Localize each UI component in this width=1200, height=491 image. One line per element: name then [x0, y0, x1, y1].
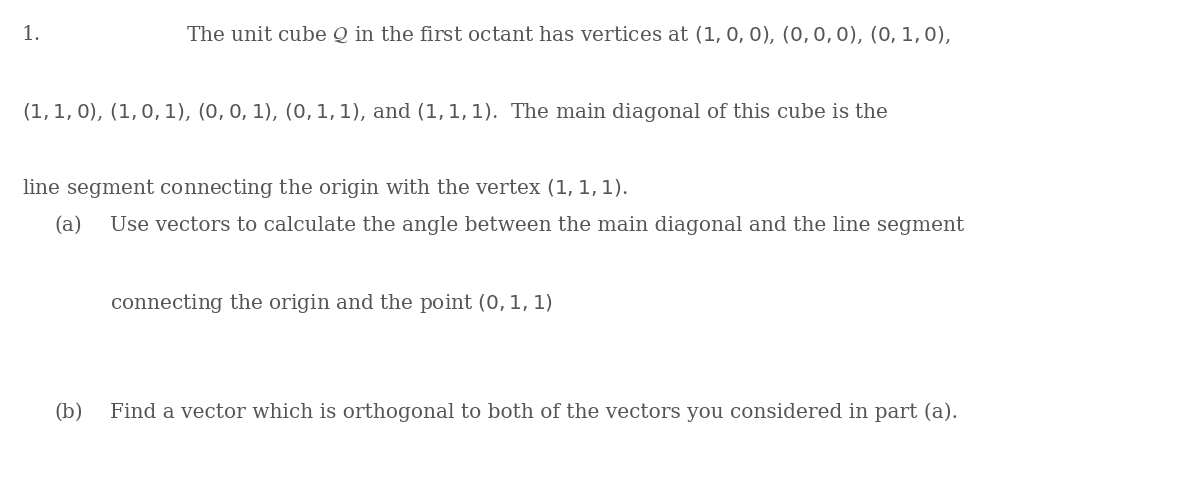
Text: 1.: 1. [22, 25, 41, 44]
Text: The unit cube $\mathcal{Q}$ in the first octant has vertices at $(1,0,0)$, $(0,0: The unit cube $\mathcal{Q}$ in the first… [186, 25, 950, 46]
Text: Use vectors to calculate the angle between the main diagonal and the line segmen: Use vectors to calculate the angle betwe… [110, 216, 965, 235]
Text: Find a vector which is orthogonal to both of the vectors you considered in part : Find a vector which is orthogonal to bot… [110, 403, 959, 422]
Text: (a): (a) [54, 216, 82, 235]
Text: connecting the origin and the point $(0,1,1)$: connecting the origin and the point $(0,… [110, 292, 553, 315]
Text: (b): (b) [54, 403, 83, 422]
Text: line segment connecting the origin with the vertex $(1,1,1)$.: line segment connecting the origin with … [22, 177, 628, 200]
Text: $(1,1,0)$, $(1,0,1)$, $(0,0,1)$, $(0,1,1)$, and $(1,1,1)$.  The main diagonal of: $(1,1,0)$, $(1,0,1)$, $(0,0,1)$, $(0,1,1… [22, 101, 888, 124]
